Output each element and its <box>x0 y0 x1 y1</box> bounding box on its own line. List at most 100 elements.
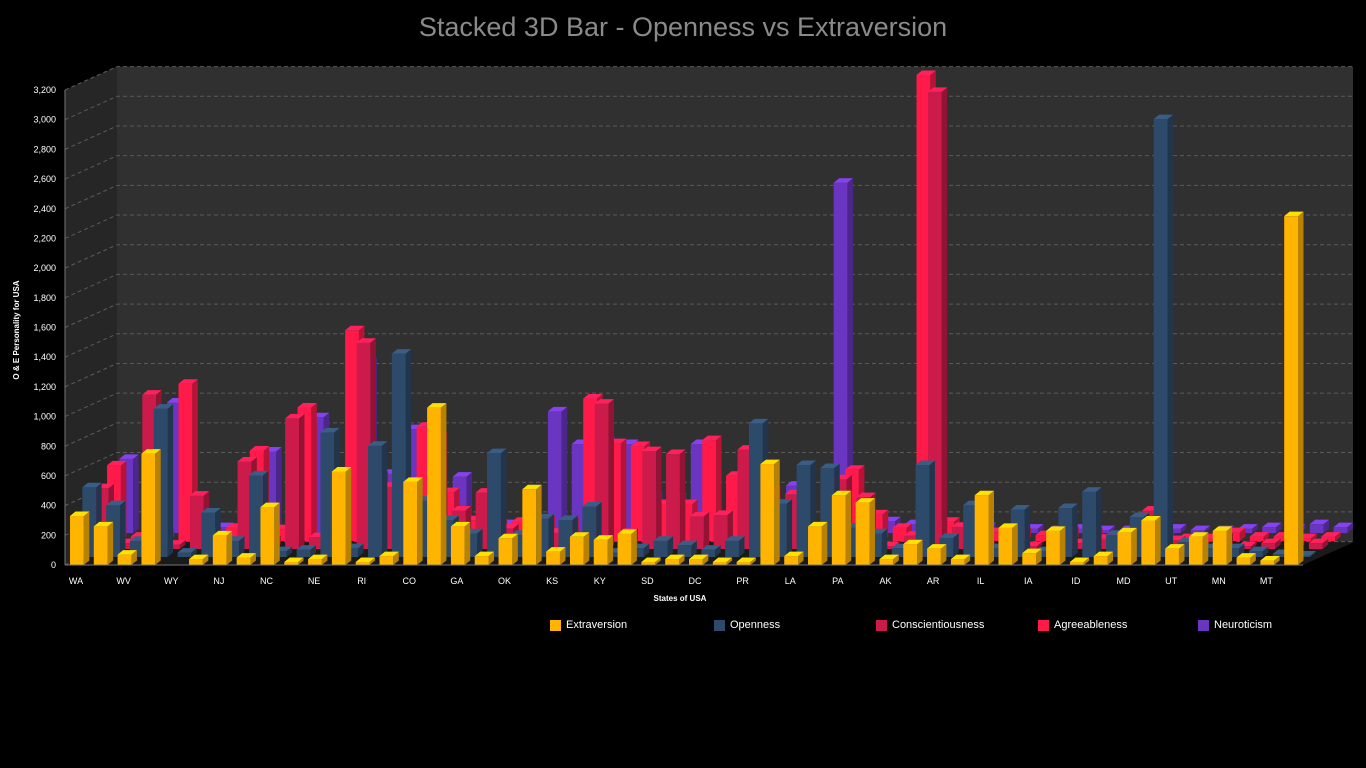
bar-side <box>83 511 90 565</box>
bar-top <box>451 505 472 511</box>
bar <box>666 449 686 550</box>
bar-side <box>488 551 495 565</box>
bar-top <box>879 554 899 560</box>
bar-face <box>796 464 811 558</box>
x-tick-label: MT <box>1260 576 1273 586</box>
bar-side <box>202 554 209 565</box>
bar <box>808 521 828 565</box>
bar-face <box>1236 557 1251 565</box>
bar-top <box>212 530 233 536</box>
bar <box>1212 526 1233 565</box>
bar-face <box>356 342 371 550</box>
grid-line <box>64 155 1353 180</box>
bar-side <box>1311 533 1317 542</box>
bar-side <box>358 543 364 558</box>
bar-top <box>355 557 376 563</box>
bar-side <box>133 454 139 534</box>
bar-face <box>141 453 156 565</box>
x-tick-label: NC <box>260 576 273 586</box>
bar-side <box>345 466 352 565</box>
bar-top <box>297 402 317 408</box>
y-axis-label: O & E Personality for USA <box>12 280 21 379</box>
bar-side <box>726 557 733 565</box>
bar <box>1309 519 1330 534</box>
bar-side <box>620 438 627 542</box>
bar-face <box>1260 560 1275 565</box>
bar-face <box>974 495 989 565</box>
legend-item[interactable]: Openness <box>714 619 780 631</box>
bar-side <box>393 551 399 565</box>
bar-face <box>950 559 965 565</box>
bar-face <box>1249 536 1264 542</box>
bar-side <box>703 511 710 550</box>
bar <box>1141 515 1161 565</box>
bar-side <box>1263 532 1270 542</box>
bar-top <box>1284 211 1304 217</box>
x-tick-label: IA <box>1024 576 1033 586</box>
bar-top <box>119 454 139 459</box>
bar <box>1261 538 1281 550</box>
legend-swatch <box>550 619 561 631</box>
bar <box>974 490 995 565</box>
bar-face <box>1117 532 1132 565</box>
bar <box>260 502 280 565</box>
y-tick-label: 3,000 <box>33 115 56 125</box>
bar-face <box>1308 543 1323 550</box>
bar-top <box>702 435 722 441</box>
bar-top <box>1022 548 1042 554</box>
bar-face <box>701 549 716 558</box>
x-tick-label: PA <box>832 576 843 586</box>
x-tick-label: OK <box>498 576 511 586</box>
y-tick-label: 1,400 <box>33 352 56 362</box>
bar <box>1260 556 1280 565</box>
bar-face <box>593 539 608 565</box>
grid-line <box>64 422 1353 447</box>
bar-face <box>249 475 263 558</box>
bar-side <box>1059 526 1066 565</box>
bar-face <box>1082 491 1097 558</box>
bar-top <box>296 545 316 550</box>
bar-top <box>1212 526 1233 531</box>
bar-face <box>69 516 84 565</box>
bar-side <box>691 540 697 558</box>
bar <box>1249 532 1270 542</box>
bar-top <box>1236 553 1256 558</box>
bar-face <box>1069 562 1084 565</box>
legend-item[interactable]: Agreeableness <box>1038 619 1127 631</box>
bar-top <box>666 449 686 455</box>
bar-top <box>285 413 305 419</box>
bar-side <box>869 498 875 565</box>
bar-face <box>178 383 193 542</box>
legend-item[interactable]: Conscientiousness <box>876 619 984 631</box>
bar-face <box>1093 556 1108 565</box>
x-tick-label: KS <box>546 576 558 586</box>
bar <box>725 536 745 558</box>
bar-top <box>630 441 651 447</box>
bar <box>677 540 697 558</box>
bar <box>1284 211 1304 565</box>
bar-side <box>847 178 853 534</box>
grid-line <box>64 452 1353 477</box>
bar-side <box>1298 211 1304 565</box>
bar-side <box>559 547 566 565</box>
bar <box>998 523 1018 565</box>
bar-side <box>881 528 888 558</box>
bar-top <box>356 338 376 343</box>
y-tick-label: 1,200 <box>33 382 56 392</box>
bar <box>355 557 376 565</box>
bar-top <box>308 554 328 560</box>
bar-top <box>178 379 198 384</box>
bar-face <box>1297 538 1312 542</box>
bar-side <box>298 413 305 550</box>
bar-side <box>179 540 186 550</box>
bar <box>93 521 114 565</box>
legend-item[interactable]: Extraversion <box>550 619 627 631</box>
bar-side <box>679 554 685 565</box>
legend-item[interactable]: Neuroticism <box>1198 619 1272 631</box>
bar-top <box>82 482 102 488</box>
bar-face <box>713 514 728 550</box>
bar-top <box>1260 556 1280 561</box>
bar <box>701 545 721 558</box>
bar <box>569 532 590 565</box>
bar-face <box>487 453 501 558</box>
